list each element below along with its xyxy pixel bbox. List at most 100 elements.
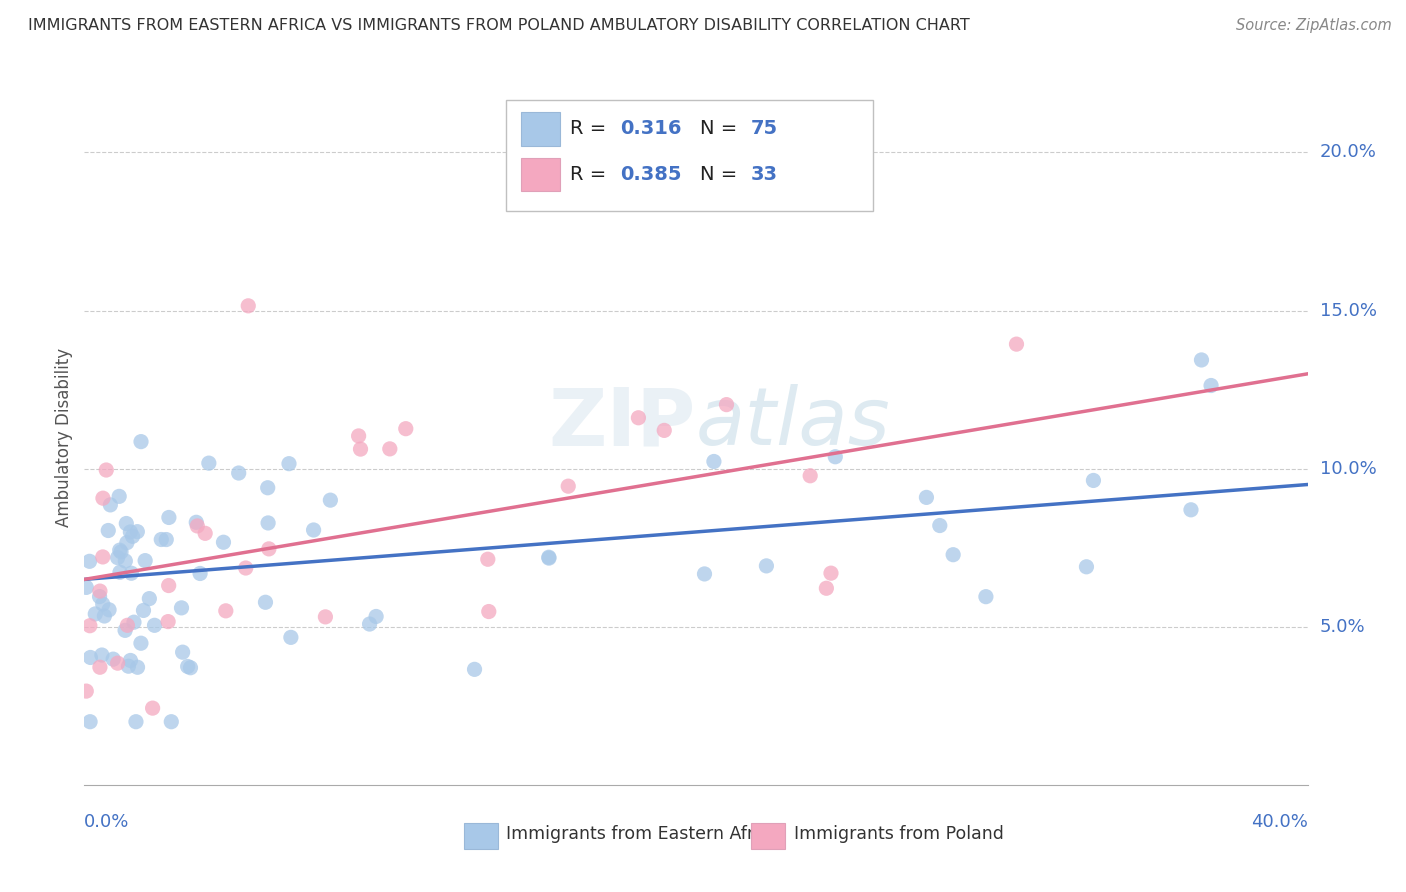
Point <box>395 422 418 436</box>
Point <box>90 648 112 662</box>
Point <box>176 659 198 673</box>
Bar <box>522 112 560 145</box>
Point <box>96 463 118 477</box>
Point <box>108 543 131 558</box>
Bar <box>464 822 498 849</box>
Point <box>537 550 560 565</box>
Point <box>820 566 842 581</box>
Point <box>91 549 114 564</box>
Point <box>537 551 560 566</box>
Point <box>125 714 148 729</box>
Point <box>91 491 114 506</box>
Point <box>127 660 149 674</box>
Text: 40.0%: 40.0% <box>1251 813 1308 830</box>
Point <box>120 566 142 581</box>
Point <box>1180 503 1202 517</box>
Text: 0.385: 0.385 <box>620 165 682 185</box>
Point <box>349 442 371 456</box>
Text: Immigrants from Poland: Immigrants from Poland <box>794 825 1004 843</box>
Point <box>122 615 145 630</box>
Point <box>228 466 250 480</box>
Text: 5.0%: 5.0% <box>1320 618 1365 636</box>
Point <box>974 590 997 604</box>
Point <box>120 653 142 667</box>
Point <box>1199 378 1222 392</box>
Point <box>160 714 183 729</box>
Point <box>110 545 132 559</box>
Point <box>89 584 111 599</box>
Point <box>89 660 111 674</box>
Point <box>942 548 965 562</box>
Text: Immigrants from Eastern Africa: Immigrants from Eastern Africa <box>506 825 779 843</box>
Point <box>132 603 155 617</box>
Text: R =: R = <box>569 165 613 185</box>
Bar <box>751 822 786 849</box>
Point <box>257 541 280 556</box>
Point <box>115 535 138 549</box>
Point <box>117 659 139 673</box>
Point <box>280 631 302 645</box>
Point <box>278 457 301 471</box>
Point <box>107 550 129 565</box>
Point <box>186 516 208 530</box>
Point <box>97 524 120 538</box>
Point <box>138 591 160 606</box>
Point <box>79 554 101 568</box>
Point <box>79 618 101 632</box>
Point <box>319 493 342 508</box>
Text: 15.0%: 15.0% <box>1320 301 1376 319</box>
Y-axis label: Ambulatory Disability: Ambulatory Disability <box>55 348 73 526</box>
Point <box>108 566 131 580</box>
Text: N =: N = <box>700 120 744 138</box>
Point <box>79 714 101 729</box>
Point <box>194 526 217 541</box>
Text: ZIP: ZIP <box>548 384 696 462</box>
Point <box>314 610 336 624</box>
FancyBboxPatch shape <box>506 100 873 211</box>
Point <box>693 566 716 581</box>
Text: atlas: atlas <box>696 384 891 462</box>
Text: 0.0%: 0.0% <box>84 813 129 830</box>
Point <box>928 518 950 533</box>
Point <box>142 701 165 715</box>
Point <box>89 590 111 604</box>
Point <box>359 617 381 632</box>
Point <box>557 479 579 493</box>
Point <box>121 529 143 543</box>
Point <box>93 609 115 624</box>
Point <box>127 524 149 539</box>
Point <box>91 597 114 611</box>
Point <box>652 424 675 438</box>
Point <box>188 566 211 581</box>
Point <box>464 662 486 676</box>
Point <box>129 636 152 650</box>
Point <box>170 600 193 615</box>
Text: 33: 33 <box>751 165 778 185</box>
Point <box>198 456 221 470</box>
Point <box>703 454 725 468</box>
Point <box>98 603 121 617</box>
Point <box>107 656 129 670</box>
Point <box>366 609 388 624</box>
Point <box>129 434 152 449</box>
Text: 10.0%: 10.0% <box>1320 459 1376 478</box>
Point <box>114 624 136 638</box>
Text: R =: R = <box>569 120 613 138</box>
Point <box>347 429 370 443</box>
Point <box>627 410 650 425</box>
Point <box>238 299 260 313</box>
Bar <box>522 158 560 192</box>
Point <box>235 561 257 575</box>
Point <box>1076 559 1098 574</box>
Point <box>157 615 180 629</box>
Point <box>1191 353 1213 368</box>
Point <box>114 554 136 568</box>
Point <box>302 523 325 537</box>
Point <box>478 605 501 619</box>
Point <box>120 524 142 539</box>
Point <box>150 533 173 547</box>
Point <box>143 618 166 632</box>
Point <box>134 553 156 567</box>
Point <box>108 489 131 503</box>
Point <box>117 618 139 632</box>
